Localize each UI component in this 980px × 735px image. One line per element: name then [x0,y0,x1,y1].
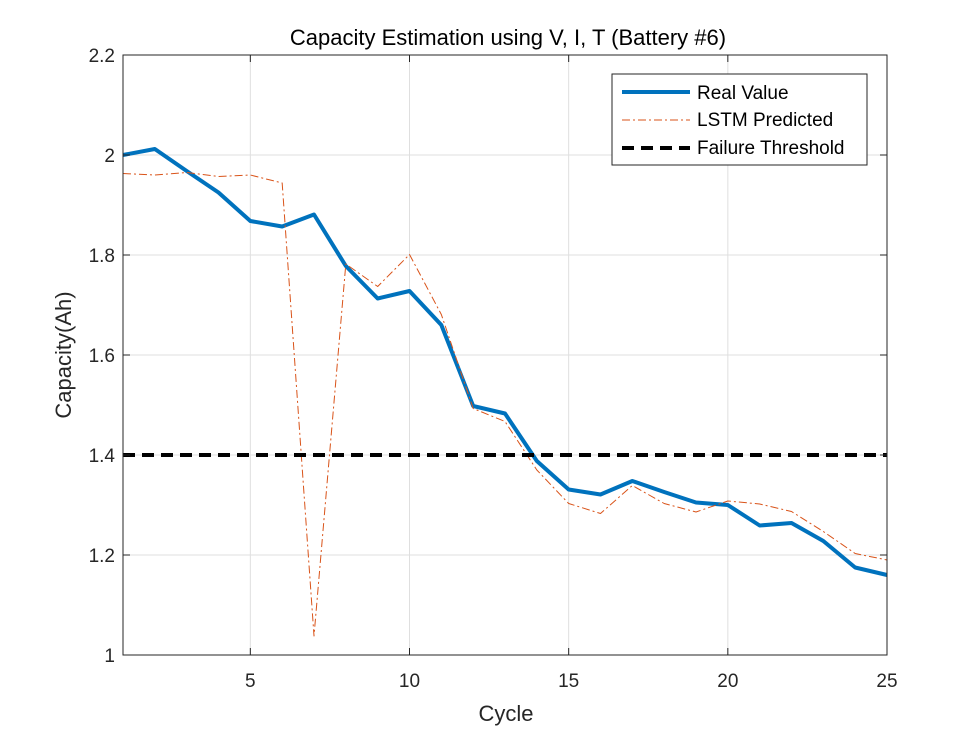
x-axis-label: Cycle [478,701,533,726]
x-tick-label: 15 [558,671,579,692]
x-tick-label: 10 [399,671,420,692]
ticks [123,54,888,656]
y-tick-label: 1.6 [89,346,115,367]
y-tick-label: 1 [104,646,115,667]
x-tick-label: 25 [876,671,897,692]
series-line-lstm-predicted [122,172,888,637]
x-tick-label: 20 [717,671,738,692]
chart-title: Capacity Estimation using V, I, T (Batte… [290,25,726,50]
tick-labels: 5 10 15 20 25 1 1.2 1.4 1.6 1.8 2 2.2 [89,46,898,692]
y-tick-label: 2 [104,146,115,167]
legend: Real Value LSTM Predicted Failure Thresh… [611,73,868,166]
series-line-real-value [122,147,888,577]
legend-label-lstm-predicted: LSTM Predicted [697,110,833,131]
y-tick-label: 1.2 [89,546,115,567]
series-layer [122,147,888,637]
y-tick-label: 1.8 [89,246,115,267]
x-tick-label: 5 [245,671,256,692]
legend-label-failure-threshold: Failure Threshold [697,138,845,159]
y-tick-label: 2.2 [89,46,115,67]
y-axis-label: Capacity(Ah) [51,291,76,418]
legend-label-real-value: Real Value [697,83,789,104]
y-tick-label: 1.4 [89,446,116,467]
